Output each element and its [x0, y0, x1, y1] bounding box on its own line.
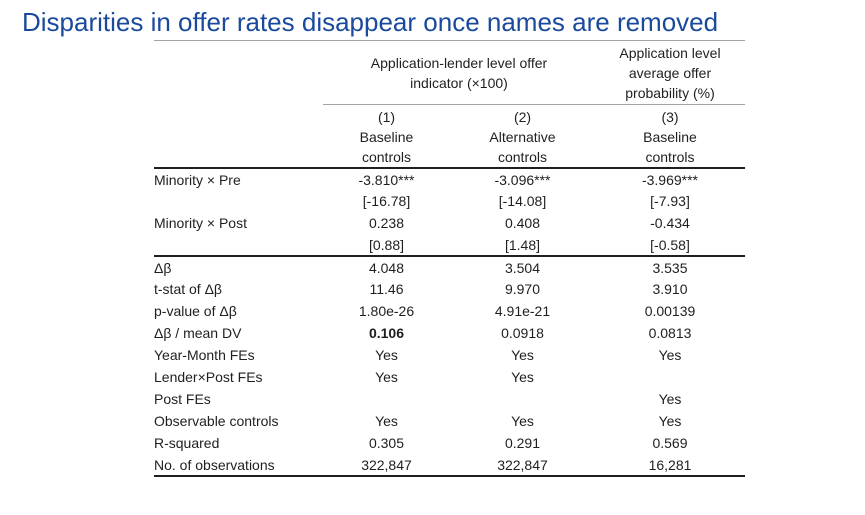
row-label — [154, 234, 323, 257]
table-row-observations: No. of observations 322,847 322,847 16,2… — [154, 454, 745, 477]
column-header-spacer — [154, 104, 323, 169]
group-header-offer-indicator: Application-lender level offer indicator… — [323, 40, 595, 105]
group-header-offer-indicator-label: Application-lender level offer indicator… — [370, 54, 548, 91]
row-label: Δβ / mean DV — [154, 325, 242, 341]
cell: Yes — [658, 413, 682, 429]
cell: 0.0918 — [501, 325, 544, 341]
table-row-observable-controls: Observable controls Yes Yes Yes — [154, 410, 745, 432]
cell: Yes — [511, 369, 534, 385]
cell: 4.91e-21 — [494, 303, 551, 319]
cell — [323, 388, 450, 410]
column-header-2-name: Alternative controls — [489, 129, 556, 165]
column-header-3-number: (3) — [661, 109, 679, 125]
cell: 0.408 — [504, 215, 541, 231]
cell: 9.970 — [504, 281, 541, 297]
cell: -3.969*** — [641, 171, 699, 188]
row-label: Observable controls — [154, 413, 279, 429]
cell: Yes — [511, 347, 534, 363]
table-row-tstat-delta-beta: t-stat of Δβ 11.46 9.970 3.910 — [154, 278, 745, 300]
table-row-minority-post-tstat: [0.88] [1.48] [-0.58] — [154, 234, 745, 257]
cell: Yes — [375, 413, 398, 429]
column-header-1-number: (1) — [377, 109, 396, 125]
table-row-minority-pre-tstat: [-16.78] [-14.08] [-7.93] — [154, 190, 745, 212]
group-header-spacer — [154, 40, 323, 105]
cell: 322,847 — [323, 454, 450, 477]
cell: -3.810*** — [358, 171, 415, 188]
results-table: Application-lender level offer indicator… — [154, 40, 745, 477]
cell: [1.48] — [450, 234, 595, 257]
cell: 0.291 — [504, 435, 541, 451]
cell: 3.504 — [504, 259, 541, 276]
table-row-lender-post-fes: Lender×Post FEs Yes Yes — [154, 366, 745, 388]
column-header-2: (2) Alternative controls — [450, 104, 595, 169]
cell: [-0.58] — [595, 234, 745, 257]
cell: 0.106 — [368, 325, 405, 341]
row-label: Post FEs — [154, 391, 211, 407]
cell: 3.910 — [652, 281, 688, 297]
cell: 0.305 — [368, 435, 405, 451]
cell: [-16.78] — [362, 193, 411, 209]
column-header-3: (3) Baseline controls — [595, 104, 745, 169]
cell: 0.569 — [652, 435, 688, 451]
cell: 0.00139 — [644, 303, 696, 319]
cell: [-7.93] — [650, 193, 690, 209]
cell: Yes — [658, 347, 682, 363]
column-header-3-name: Baseline controls — [643, 129, 697, 165]
cell: Yes — [511, 413, 534, 429]
table-row-delta-beta: Δβ 4.048 3.504 3.535 — [154, 256, 745, 278]
cell: 3.535 — [652, 259, 688, 276]
table-row-post-fes: Post FEs Yes — [154, 388, 745, 410]
cell: [-14.08] — [498, 193, 547, 209]
group-header-offer-probability: Application level average offer probabil… — [595, 40, 745, 105]
table-row-pvalue-delta-beta: p-value of Δβ 1.80e-26 4.91e-21 0.00139 — [154, 300, 745, 322]
cell: 322,847 — [450, 454, 595, 477]
cell: -0.434 — [650, 215, 690, 231]
cell — [595, 366, 745, 388]
table-row-minority-pre: Minority × Pre -3.810*** -3.096*** -3.96… — [154, 168, 745, 190]
row-label: Minority × Pre — [154, 171, 241, 188]
group-header-row: Application-lender level offer indicator… — [154, 40, 745, 105]
column-header-row: (1) Baseline controls (2) Alternative co… — [154, 104, 745, 169]
table-row-delta-beta-mean-dv: Δβ / mean DV 0.106 0.0918 0.0813 — [154, 322, 745, 344]
cell — [450, 388, 595, 410]
results-table-container: Application-lender level offer indicator… — [154, 40, 745, 477]
cell: Yes — [658, 391, 682, 407]
row-label: Δβ — [154, 259, 172, 276]
cell: -3.096*** — [494, 171, 551, 188]
row-label: Minority × Post — [154, 215, 247, 231]
row-label: Year-Month FEs — [154, 347, 255, 363]
cell: [0.88] — [323, 234, 450, 257]
row-label: p-value of Δβ — [154, 303, 237, 319]
column-header-1-name: Baseline controls — [359, 129, 414, 165]
cell: Yes — [375, 347, 398, 363]
slide-title: Disparities in offer rates disappear onc… — [22, 7, 719, 37]
row-label: No. of observations — [154, 454, 323, 477]
cell: 0.238 — [368, 215, 405, 231]
cell: Yes — [375, 369, 398, 385]
table-row-minority-post: Minority × Post 0.238 0.408 -0.434 — [154, 212, 745, 234]
table-row-year-month-fes: Year-Month FEs Yes Yes Yes — [154, 344, 745, 366]
table-row-r-squared: R-squared 0.305 0.291 0.569 — [154, 432, 745, 454]
cell: 1.80e-26 — [358, 303, 415, 319]
cell: 4.048 — [368, 259, 405, 276]
column-header-2-number: (2) — [513, 109, 532, 125]
row-label: R-squared — [154, 435, 220, 451]
cell: 16,281 — [595, 454, 745, 477]
row-label: Lender×Post FEs — [154, 369, 263, 385]
row-label — [154, 190, 323, 212]
cell: 0.0813 — [648, 325, 692, 341]
row-label: t-stat of Δβ — [154, 281, 222, 297]
column-header-1: (1) Baseline controls — [323, 104, 450, 169]
cell: 11.46 — [369, 281, 404, 297]
group-header-offer-probability-label: Application level average offer probabil… — [619, 44, 721, 101]
